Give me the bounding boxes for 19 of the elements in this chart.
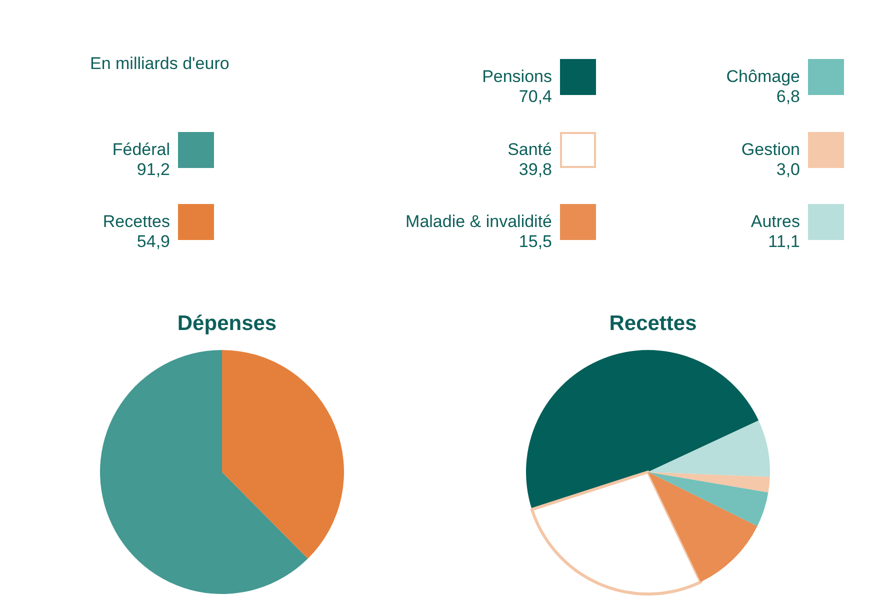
legend-label: Chômage — [726, 67, 800, 87]
data-label: 39,8 — [518, 160, 552, 180]
legend-label: Fédéral — [112, 140, 170, 160]
legend-label: Santé — [508, 140, 552, 160]
data-label: 3,0 — [776, 160, 800, 180]
text: En milliards d'euro — [90, 54, 230, 73]
data-label: 6,8 — [776, 87, 800, 107]
legend-label: Recettes — [102, 212, 170, 232]
data-label: 11,1 — [768, 232, 800, 252]
data-label: 15,5 — [518, 232, 552, 252]
legend-label: Autres — [750, 212, 800, 232]
data-label: 70,4 — [518, 87, 552, 107]
legend-label: Maladie & invalidité — [406, 212, 552, 232]
data-label: 54,9 — [136, 232, 170, 252]
text: Recettes — [609, 312, 697, 335]
legend-label: Gestion — [741, 140, 800, 160]
text: Dépenses — [177, 312, 277, 335]
legend-label: Pensions — [482, 67, 552, 87]
data-label: 91,2 — [136, 160, 170, 180]
